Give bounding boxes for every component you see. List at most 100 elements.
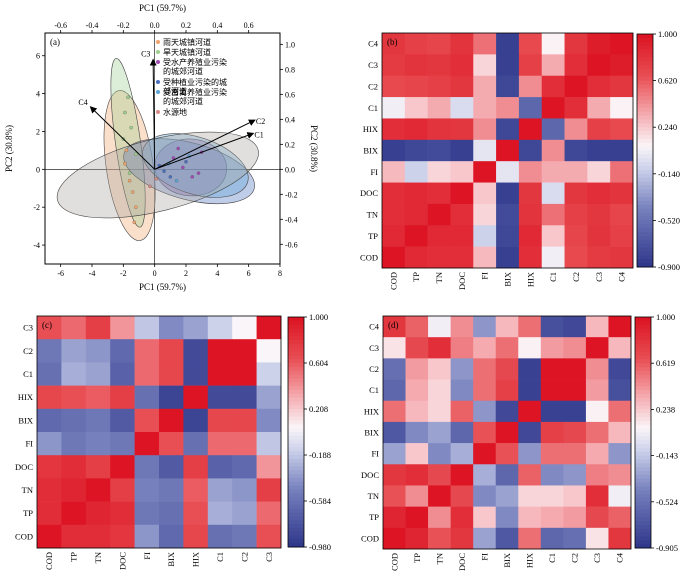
x-tick-label: -4 [89, 269, 96, 278]
heatmap-cell [428, 337, 451, 359]
heatmap-cell [382, 225, 406, 247]
heatmap-cell [404, 203, 428, 226]
colorbar-segment [635, 459, 651, 464]
colorbar-segment [637, 185, 653, 190]
heatmap-cell [540, 485, 564, 507]
colorbar-segment [637, 80, 653, 85]
colorbar-segment [637, 53, 653, 58]
heatmap-cell [564, 97, 588, 119]
heatmap-cell [85, 455, 111, 479]
colorbar-segment [288, 474, 304, 479]
colorbar-segment [288, 420, 304, 425]
heatmap-cell [37, 316, 62, 340]
col-label: BIX [166, 552, 176, 567]
heatmap-cell [608, 337, 632, 359]
colorbar-segment [288, 497, 304, 502]
heatmap-cell [473, 75, 497, 98]
col-label: TP [411, 272, 421, 282]
colorbar-segment [635, 447, 651, 453]
heatmap-cell [85, 339, 111, 363]
colorbar-tick-label: -0.980 [309, 542, 331, 552]
colorbar-segment [637, 255, 653, 260]
heatmap-cell [450, 506, 474, 529]
heatmap-cell [405, 400, 429, 423]
heatmap-cell [61, 432, 87, 456]
heatmap-cell [159, 362, 184, 386]
heatmap-cell [110, 408, 135, 433]
colorbar-segment [635, 451, 651, 457]
heatmap-cell [428, 316, 451, 338]
heatmap-cell [450, 161, 474, 183]
heatmap-cell [232, 524, 257, 549]
colorbar-segment [637, 84, 653, 89]
heatmap-cell [496, 225, 520, 247]
heatmap-cell [256, 385, 282, 410]
colorbar-segment [288, 336, 304, 341]
colorbar-segment [288, 347, 304, 352]
row-label: C3 [369, 343, 379, 353]
heatmap-cell [610, 225, 634, 247]
heatmap-cell [382, 75, 406, 98]
heatmap-cell [518, 527, 542, 550]
colorbar-segment [635, 324, 651, 330]
heatmap-cell [518, 400, 542, 423]
colorbar-segment [637, 123, 653, 128]
heatmap-cell [496, 33, 520, 55]
colorbar-frame [636, 33, 654, 268]
sample-point [184, 160, 188, 164]
heatmap-cell [564, 139, 588, 162]
colorbar-segment [635, 513, 651, 518]
heatmap-cell [427, 203, 451, 226]
heatmap-cell [473, 379, 497, 402]
heatmap-cell [428, 443, 451, 465]
top-tick-label: 0.0 [150, 21, 160, 30]
heatmap-cell [450, 139, 474, 162]
sample-point [132, 220, 137, 225]
heatmap-cell [405, 337, 429, 359]
colorbar-segment [288, 447, 304, 452]
heatmap-cell [496, 246, 520, 269]
heatmap-cell [608, 379, 632, 402]
heatmap-cell [183, 455, 209, 479]
heatmap-cell [427, 33, 451, 55]
heatmap-cell [518, 182, 543, 205]
colorbar-segment [288, 524, 304, 529]
heatmap-cell [382, 33, 406, 55]
colorbar-tick-label: -0.524 [656, 497, 679, 507]
heatmap-cell [450, 118, 474, 141]
heatmap-cell [608, 464, 632, 486]
heatmap-cell [428, 400, 451, 423]
top-tick-label: 0.2 [181, 21, 191, 30]
colorbar-segment [637, 119, 653, 124]
row-label: C1 [368, 103, 378, 113]
heatmap-cell [585, 527, 609, 550]
colorbar-segment [288, 412, 304, 418]
heatmap-cell [518, 97, 543, 119]
heatmap-cell [232, 408, 257, 433]
heatmap-cell [134, 316, 160, 340]
confidence-ellipse [123, 138, 255, 205]
colorbar-segment [635, 332, 651, 337]
colorbar-segment [637, 208, 653, 214]
heatmap-cell [383, 421, 406, 444]
colorbar-segment [637, 57, 653, 62]
colorbar-segment [637, 37, 653, 43]
heatmap-cell [232, 432, 257, 456]
colorbar-tick-label: 0.240 [658, 122, 677, 132]
heatmap-cell [563, 337, 587, 359]
heatmap-cell [207, 432, 233, 456]
heatmap-cell [518, 485, 542, 507]
col-label: DOC [457, 272, 467, 290]
heatmap-cell [495, 358, 519, 380]
heatmap-cell [405, 443, 429, 465]
heatmap-cell [450, 464, 474, 486]
colorbar-segment [637, 100, 653, 105]
heatmap-cell [518, 203, 543, 226]
heatmap-cell [37, 432, 62, 456]
colorbar-segment [637, 181, 653, 186]
heatmap-cell [540, 527, 564, 550]
heatmap-cell [473, 97, 497, 119]
heatmap-cell [450, 182, 474, 205]
heatmap-cell [382, 246, 406, 269]
colorbar-segment [637, 61, 653, 66]
